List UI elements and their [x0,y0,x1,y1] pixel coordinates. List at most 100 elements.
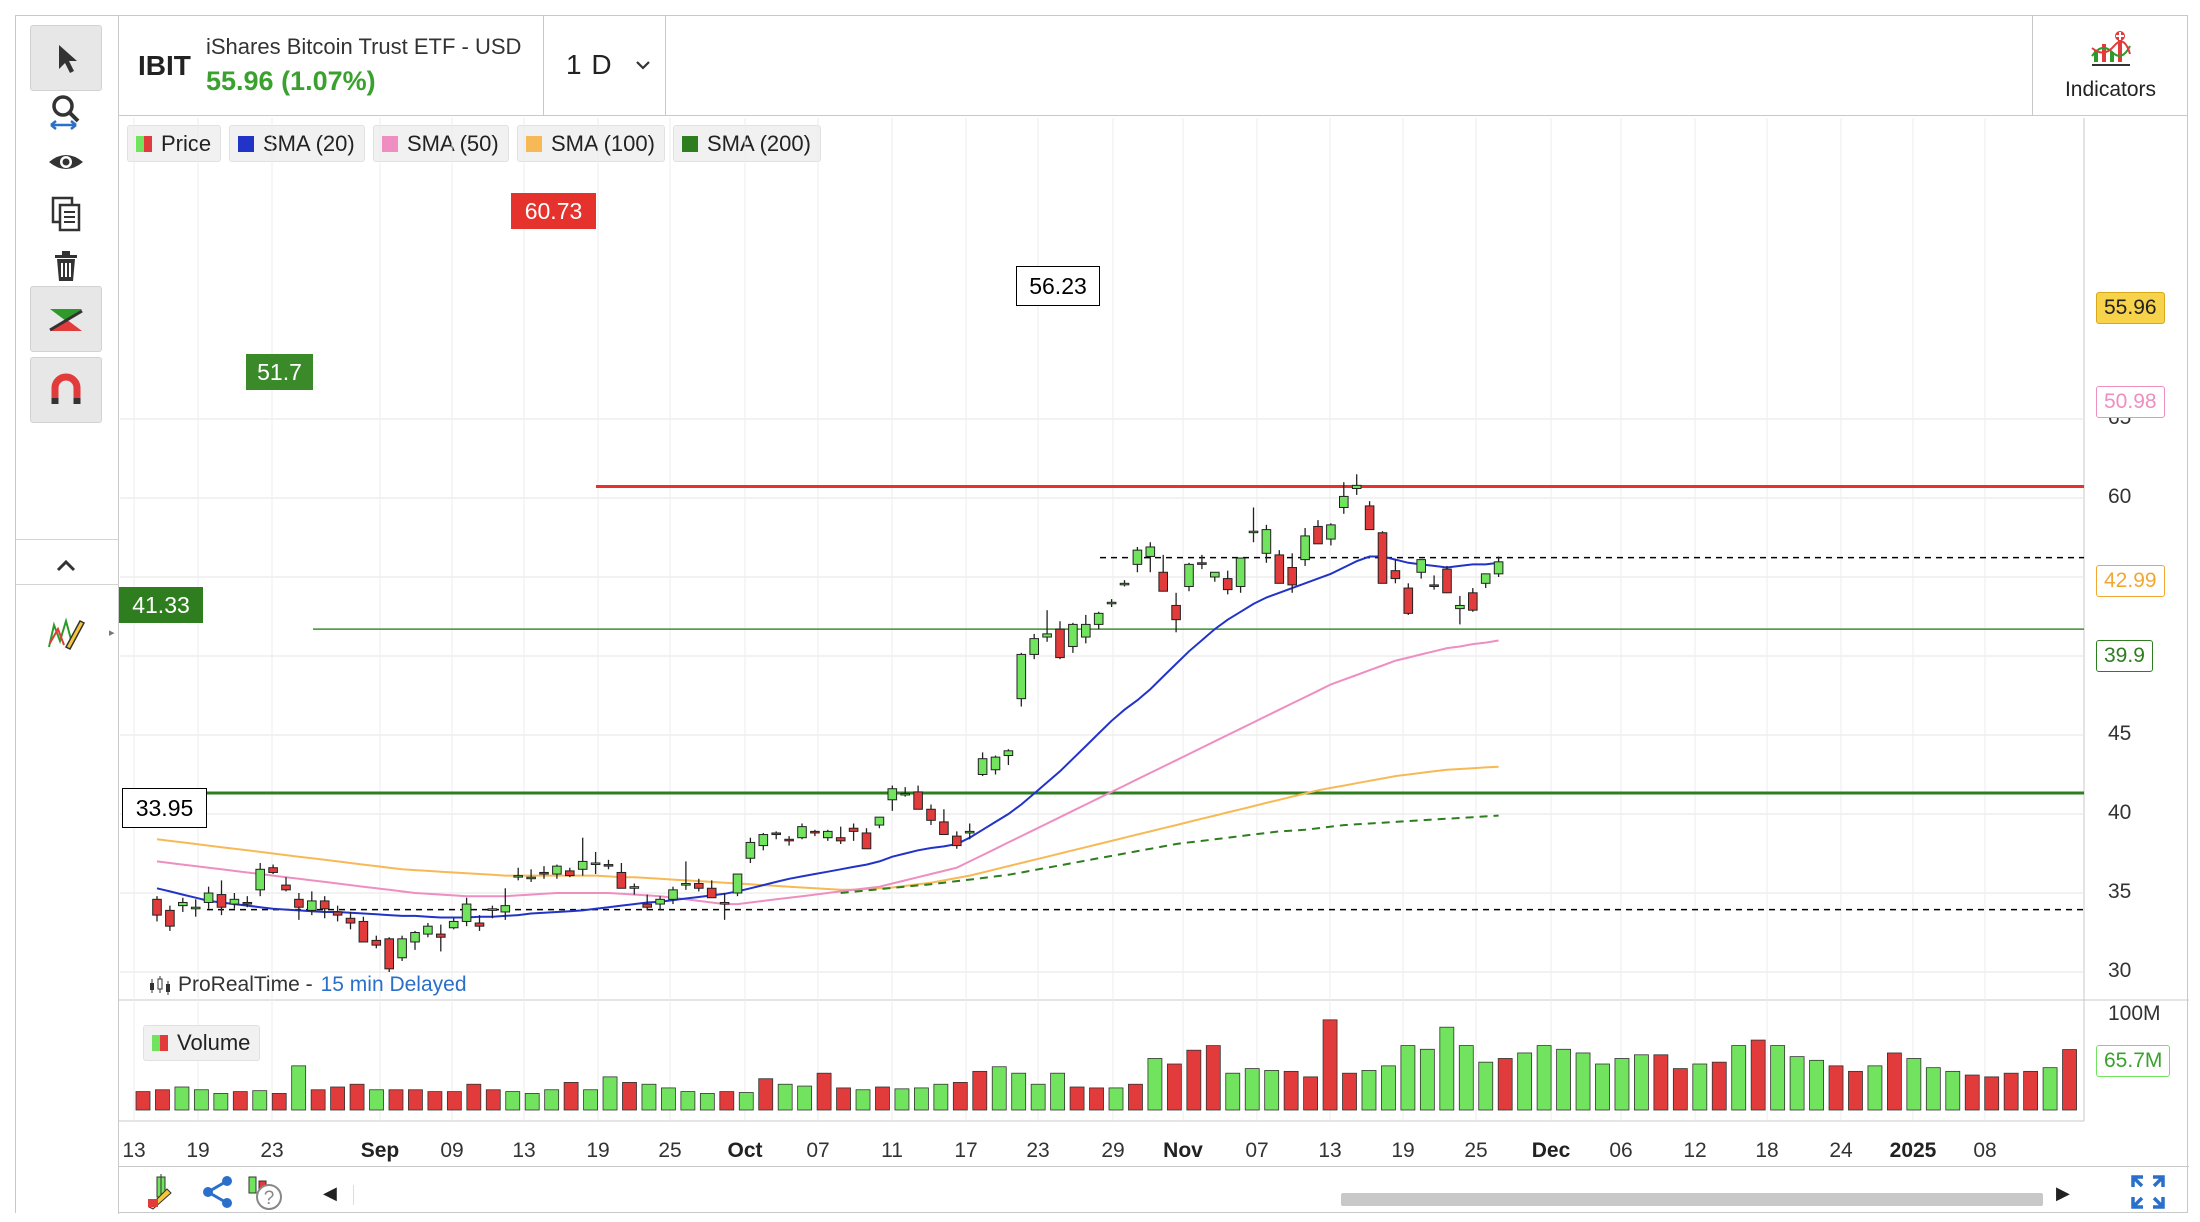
sma50-price-flag: 50.98 [2096,386,2165,418]
volume-bar [1750,1039,1766,1111]
collapse-icon [56,559,76,572]
trend-tool[interactable] [30,286,102,352]
level-tag-dash-high[interactable]: 56.23 [1016,266,1100,306]
scroll-left-arrow[interactable]: ◀ [323,1183,337,1203]
volume-bar [1205,1045,1221,1111]
legend-sma20[interactable]: SMA (20) [229,125,365,162]
x-tick-label: Sep [360,1139,400,1162]
candle-body [1235,557,1246,587]
candle-body [229,898,240,905]
volume-bar [777,1083,793,1111]
volume-swatch [152,1035,168,1051]
drawing-pencil-icon [48,617,86,650]
candle-body [1184,563,1194,587]
volume-bar [1244,1068,1260,1111]
x-tick-label: 19 [186,1139,210,1162]
volume-bar [1400,1045,1416,1111]
x-tick-label: 06 [1609,1139,1633,1162]
interval-selector[interactable]: 1 D [544,16,666,116]
magnet-tool[interactable] [30,357,102,423]
indicators-label: Indicators [2064,78,2157,101]
x-tick-label: 23 [260,1139,284,1162]
drawing-tool[interactable] [30,600,102,666]
draw-tool-icon[interactable] [145,1173,183,1211]
collapse-toolbar-button[interactable] [30,546,102,586]
volume-bar [933,1083,949,1111]
level-tag-red[interactable]: 60.73 [511,193,596,229]
visibility-tool[interactable] [30,129,102,195]
candle-body [694,883,704,889]
legend-volume[interactable]: Volume [143,1025,261,1061]
help-icon[interactable]: ? [245,1173,283,1211]
candle-body [952,835,962,847]
candle-body [294,898,304,908]
delete-tool[interactable] [30,233,102,299]
candle-body [577,860,588,870]
copy-tool[interactable] [30,181,102,247]
level-tag-green-light[interactable]: 51.7 [246,354,313,390]
candle-body [345,917,356,924]
scroll-right-arrow[interactable]: ▶ [2056,1183,2070,1203]
volume-bar [1322,1019,1338,1111]
candle-body [681,883,691,886]
chart-footer: ? ◀ ▶ [119,1166,2189,1214]
candle-body [1197,562,1207,565]
cursor-tool[interactable] [30,25,102,91]
chart-header: IBIT iShares Bitcoin Trust ETF - USD 55.… [119,16,2187,116]
candle-body [810,830,820,834]
legend-sma100[interactable]: SMA (100) [517,125,665,162]
tool-expand-arrow[interactable]: ▸ [109,627,115,639]
attribution-delay[interactable]: 15 min Delayed [320,973,467,996]
candle-body [1068,623,1078,648]
volume-bar [369,1089,384,1111]
candle-body [1377,532,1388,584]
fullscreen-icon[interactable] [2129,1173,2167,1211]
candle-body [1145,546,1156,557]
sma200-line [840,814,1499,894]
x-tick-label: 25 [1464,1139,1488,1162]
candle-body [1326,524,1336,540]
price-chart[interactable] [16,16,2189,1214]
x-tick-label: 19 [1391,1139,1415,1162]
sma200-price-flag: 39.9 [2096,640,2153,672]
candle-body [255,868,265,891]
volume-bar [1925,1067,1941,1111]
candle-body [1055,628,1065,659]
level-tag-dash-low[interactable]: 33.95 [122,788,207,828]
volume-bar [680,1091,696,1111]
volume-bar [1595,1063,1610,1111]
volume-bar [1089,1087,1104,1111]
x-tick-label: 2025 [1889,1139,1937,1162]
candle-body [655,898,665,905]
volume-bar [719,1091,735,1111]
volume-bar [271,1093,287,1111]
volume-bar [232,1091,248,1111]
candle-body [1171,604,1181,621]
candle-body [1261,529,1272,554]
volume-bar [2062,1049,2077,1111]
volume-bar [1614,1058,1630,1111]
legend-sma50[interactable]: SMA (50) [373,125,509,162]
volume-bar [836,1087,851,1111]
legend-sma200[interactable]: SMA (200) [673,125,821,162]
candle-body [1468,592,1478,611]
volume-bar [1303,1076,1318,1111]
candle-body [487,908,498,911]
volume-bar [155,1089,170,1111]
time-scrollbar-thumb[interactable] [1341,1193,2043,1206]
candle-body [1119,582,1130,586]
volume-bar [544,1089,560,1111]
x-tick-label: 13 [1318,1139,1342,1162]
legend-price[interactable]: Price [127,125,222,162]
symbol-box[interactable]: IBIT iShares Bitcoin Trust ETF - USD 55.… [119,16,544,116]
candle-body [448,920,459,929]
volume-bar [1828,1065,1844,1111]
indicators-button[interactable]: Indicators [2032,16,2187,116]
share-icon[interactable] [199,1173,237,1211]
ticker-symbol: IBIT [138,50,191,81]
level-tag-green-dark[interactable]: 41.33 [119,587,203,623]
zoom-tool[interactable] [30,78,102,144]
sma50-line [156,639,1499,906]
x-tick-label: 17 [954,1139,978,1162]
candle-body [565,870,575,877]
